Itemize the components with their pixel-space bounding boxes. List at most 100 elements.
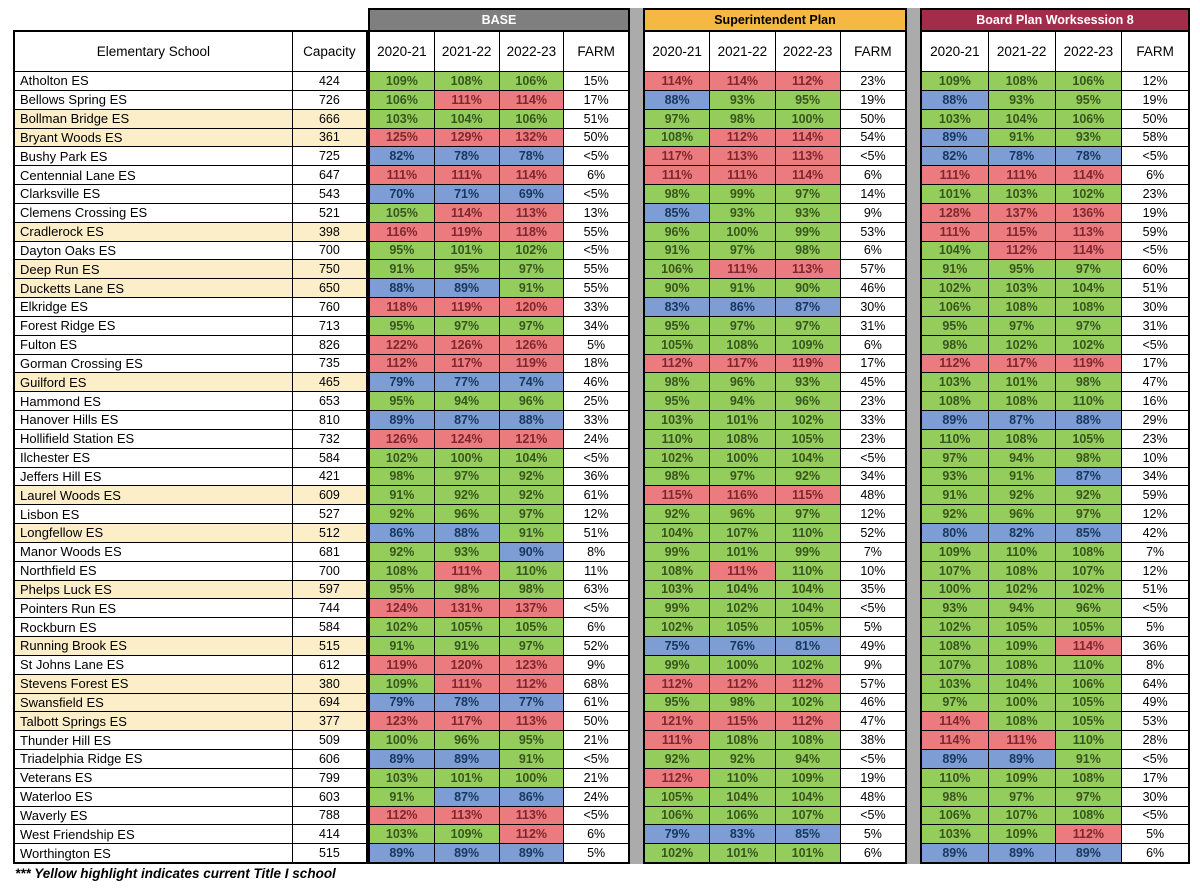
base-utilization-cell: 112%	[499, 674, 564, 693]
board-utilization-cell: 102%	[1055, 335, 1122, 354]
sup-utilization-cell: 97%	[775, 505, 840, 523]
board-utilization-cell: 136%	[1055, 203, 1122, 222]
capacity-cell: 515	[292, 637, 366, 655]
base-utilization-cell: 117%	[434, 712, 499, 731]
board-utilization-cell: 108%	[988, 392, 1055, 410]
capacity-cell: 584	[292, 618, 366, 636]
board-utilization-cell: 102%	[1055, 580, 1122, 599]
board-utilization-cell: 105%	[1055, 429, 1122, 448]
sup-utilization-cell: 114%	[710, 72, 775, 90]
sup-utilization-cell: 101%	[710, 411, 775, 429]
base-utilization-cell: 129%	[434, 128, 499, 147]
board-utilization-cell: 91%	[1055, 750, 1122, 768]
sup-utilization-cell: 96%	[645, 222, 710, 241]
base-farm-cell: 25%	[564, 392, 628, 410]
base-farm-cell: 5%	[564, 844, 628, 862]
capacity-cell: 612	[292, 655, 366, 674]
base-utilization-cell: 126%	[434, 335, 499, 354]
year-column-header: 2021-22	[988, 32, 1055, 71]
capacity-cell: 414	[292, 825, 366, 844]
school-name-cell: Northfield ES	[15, 561, 292, 580]
school-name-cell: Ilchester ES	[15, 448, 292, 467]
base-utilization-cell: 119%	[434, 222, 499, 241]
base-utilization-cell: 98%	[434, 580, 499, 599]
base-utilization-cell: 101%	[434, 768, 499, 787]
base-utilization-cell: 100%	[499, 768, 564, 787]
board-utilization-cell: 111%	[988, 731, 1055, 749]
sup-utilization-cell: 94%	[710, 392, 775, 410]
base-farm-cell: 51%	[564, 524, 628, 542]
base-utilization-cell: 97%	[434, 467, 499, 486]
capacity-cell: 694	[292, 693, 366, 712]
base-farm-cell: 6%	[564, 166, 628, 184]
sup-utilization-cell: 99%	[775, 542, 840, 561]
school-name-cell: Talbott Springs ES	[15, 712, 292, 731]
base-utilization-cell: 92%	[370, 542, 434, 561]
base-farm-cell: 34%	[564, 316, 628, 335]
sup-farm-cell: <5%	[840, 599, 905, 618]
sup-utilization-cell: 88%	[645, 90, 710, 109]
base-utilization-cell: 121%	[499, 429, 564, 448]
school-name-cell: Atholton ES	[15, 72, 292, 90]
board-utilization-cell: 93%	[922, 599, 988, 618]
base-utilization-cell: 113%	[499, 712, 564, 731]
sup-utilization-cell: 101%	[710, 542, 775, 561]
board-utilization-cell: 107%	[922, 561, 988, 580]
board-utilization-cell: 105%	[1055, 693, 1122, 712]
base-utilization-cell: 104%	[434, 109, 499, 128]
base-utilization-cell: 92%	[434, 486, 499, 505]
sup-utilization-cell: 112%	[775, 674, 840, 693]
sup-utilization-cell: 103%	[645, 580, 710, 599]
sup-farm-cell: 9%	[840, 655, 905, 674]
board-farm-cell: 50%	[1122, 109, 1188, 128]
farm-column-header: FARM	[1122, 32, 1188, 71]
board-utilization-cell: 89%	[922, 750, 988, 768]
base-utilization-cell: 119%	[434, 298, 499, 316]
base-utilization-cell: 95%	[499, 731, 564, 749]
base-utilization-cell: 95%	[370, 580, 434, 599]
capacity-cell: 609	[292, 486, 366, 505]
board-farm-cell: <5%	[1122, 147, 1188, 166]
capacity-cell: 725	[292, 147, 366, 166]
year-column-header: 2020-21	[370, 32, 434, 71]
sup-utilization-cell: 117%	[710, 354, 775, 373]
sup-utilization-cell: 119%	[775, 354, 840, 373]
school-name-cell: Hollifield Station ES	[15, 429, 292, 448]
board-farm-cell: <5%	[1122, 750, 1188, 768]
board-utilization-cell: 89%	[922, 128, 988, 147]
sup-utilization-cell: 90%	[645, 279, 710, 297]
school-name-cell: Clemens Crossing ES	[15, 203, 292, 222]
school-name-cell: West Friendship ES	[15, 825, 292, 844]
sup-farm-cell: 57%	[840, 674, 905, 693]
board-utilization-cell: 93%	[988, 90, 1055, 109]
capacity-cell: 700	[292, 241, 366, 260]
sup-utilization-cell: 98%	[710, 693, 775, 712]
base-utilization-cell: 111%	[434, 166, 499, 184]
capacity-cell: 760	[292, 298, 366, 316]
board-farm-cell: 6%	[1122, 844, 1188, 862]
sup-farm-cell: 30%	[840, 298, 905, 316]
base-utilization-cell: 97%	[499, 260, 564, 279]
school-name-cell: Phelps Luck ES	[15, 580, 292, 599]
sup-farm-cell: 35%	[840, 580, 905, 599]
capacity-cell: 361	[292, 128, 366, 147]
sup-utilization-cell: 115%	[775, 486, 840, 505]
board-utilization-cell: 96%	[988, 505, 1055, 523]
sup-utilization-cell: 79%	[645, 825, 710, 844]
board-utilization-cell: 98%	[1055, 448, 1122, 467]
board-utilization-cell: 89%	[988, 844, 1055, 862]
board-utilization-cell: 98%	[922, 787, 988, 806]
board-utilization-cell: 107%	[988, 806, 1055, 825]
board-utilization-cell: 110%	[1055, 392, 1122, 410]
sup-utilization-cell: 109%	[775, 335, 840, 354]
capacity-cell: 810	[292, 411, 366, 429]
capacity-cell: 398	[292, 222, 366, 241]
sup-utilization-cell: 93%	[710, 203, 775, 222]
board-farm-cell: 17%	[1122, 768, 1188, 787]
base-farm-cell: 9%	[564, 655, 628, 674]
sup-utilization-cell: 102%	[645, 844, 710, 862]
sup-utilization-cell: 93%	[775, 203, 840, 222]
base-utilization-cell: 97%	[499, 637, 564, 655]
sup-farm-cell: 6%	[840, 844, 905, 862]
board-farm-cell: 12%	[1122, 505, 1188, 523]
